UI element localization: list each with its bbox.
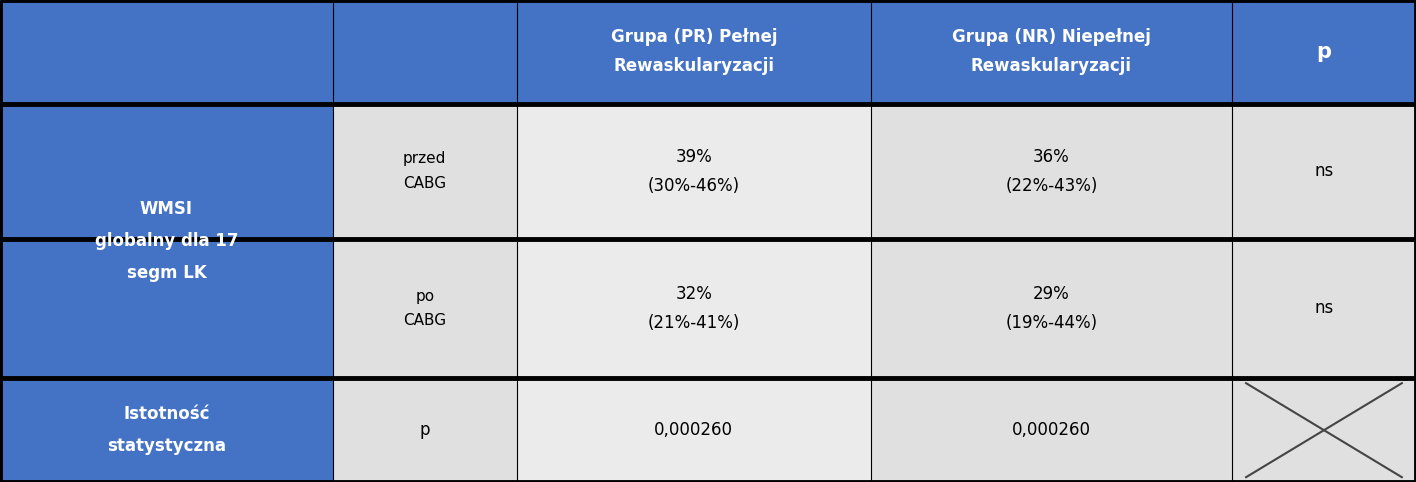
Text: 39%
(30%-46%): 39% (30%-46%) bbox=[647, 147, 741, 195]
Bar bbox=[333, 378, 517, 482]
Text: WMSI
globalny dla 17
segm LK: WMSI globalny dla 17 segm LK bbox=[95, 200, 238, 282]
Bar bbox=[517, 104, 871, 239]
Text: ns: ns bbox=[1314, 162, 1334, 180]
Bar bbox=[871, 378, 1232, 482]
Bar bbox=[333, 104, 517, 239]
Bar bbox=[1232, 239, 1416, 378]
Bar bbox=[0, 239, 333, 378]
Text: p: p bbox=[419, 421, 430, 439]
Text: 36%
(22%-43%): 36% (22%-43%) bbox=[1005, 147, 1097, 195]
Bar bbox=[0, 104, 333, 239]
Text: Grupa (NR) Niepełnej
Rewaskularyzacji: Grupa (NR) Niepełnej Rewaskularyzacji bbox=[952, 28, 1151, 75]
Bar bbox=[871, 239, 1232, 378]
Text: Istotność
statystyczna: Istotność statystyczna bbox=[106, 405, 227, 455]
Text: Grupa (PR) Pełnej
Rewaskularyzacji: Grupa (PR) Pełnej Rewaskularyzacji bbox=[610, 28, 777, 75]
Text: ns: ns bbox=[1314, 299, 1334, 318]
Text: po
CABG: po CABG bbox=[404, 289, 446, 328]
Bar bbox=[0, 378, 333, 482]
Text: 29%
(19%-44%): 29% (19%-44%) bbox=[1005, 285, 1097, 332]
Text: 0,000260: 0,000260 bbox=[654, 421, 733, 439]
Bar bbox=[517, 239, 871, 378]
Bar bbox=[1232, 378, 1416, 482]
Text: 32%
(21%-41%): 32% (21%-41%) bbox=[647, 285, 741, 332]
Bar bbox=[871, 104, 1232, 239]
Bar bbox=[0, 0, 1416, 104]
Bar bbox=[333, 239, 517, 378]
Bar bbox=[517, 378, 871, 482]
Text: 0,000260: 0,000260 bbox=[1012, 421, 1090, 439]
Bar bbox=[1232, 104, 1416, 239]
Text: p: p bbox=[1317, 42, 1331, 62]
Text: przed
CABG: przed CABG bbox=[404, 151, 446, 191]
